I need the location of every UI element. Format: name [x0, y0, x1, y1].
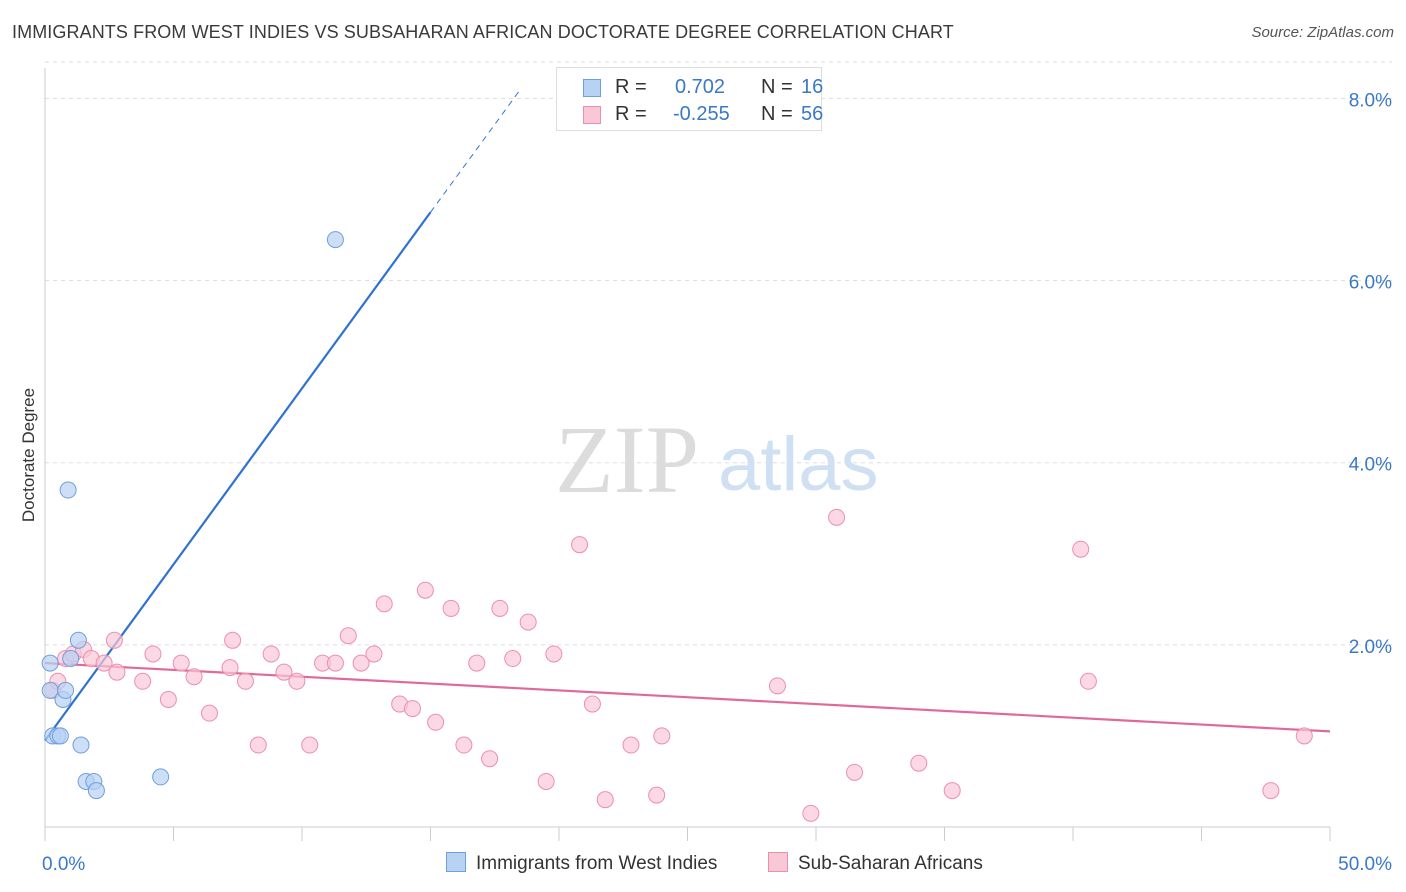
subsaharan-point: [648, 786, 666, 804]
subsaharan-point: [105, 631, 123, 649]
subsaharan-point: [583, 695, 601, 713]
subsaharan-point: [596, 791, 614, 809]
subsaharan-point: [236, 672, 254, 690]
y-tick-label: 4.0%: [1349, 455, 1392, 476]
subsaharan-point: [326, 654, 344, 672]
subsaharan-point: [221, 659, 239, 677]
legend-n-label: N =: [761, 103, 793, 125]
y-tick-label: 6.0%: [1349, 273, 1392, 294]
subsaharan-point: [828, 508, 846, 526]
subsaharan-point: [442, 599, 460, 617]
west-indies-point: [87, 782, 105, 800]
subsaharan-point: [1072, 540, 1090, 558]
subsaharan-point: [1079, 672, 1097, 690]
subsaharan-point: [134, 672, 152, 690]
bottom-legend-west-indies: Immigrants from West Indies: [446, 852, 717, 875]
y-axis-label: Doctorate Degree: [19, 388, 38, 522]
subsaharan-point: [768, 677, 786, 695]
subsaharan-point: [404, 700, 422, 718]
legend-n-value: 16: [801, 76, 824, 98]
subsaharan-point: [108, 663, 126, 681]
subsaharan-point: [653, 727, 671, 745]
legend-r-label: R =: [615, 76, 647, 98]
subsaharan-point: [352, 654, 370, 672]
subsaharan-point: [185, 668, 203, 686]
subsaharan-point: [200, 704, 218, 722]
y-tick-label: 8.0%: [1349, 90, 1392, 111]
subsaharan-point: [910, 754, 928, 772]
subsaharan-point: [846, 763, 864, 781]
legend-n-label: N =: [761, 76, 793, 98]
subsaharan-point: [622, 736, 640, 754]
subsaharan-point: [504, 650, 522, 668]
bottom-legend-subsaharan: Sub-Saharan Africans: [768, 852, 983, 875]
subsaharan-trend-line: [44, 661, 1331, 733]
subsaharan-point: [481, 750, 499, 768]
chart-title: IMMIGRANTS FROM WEST INDIES VS SUBSAHARA…: [12, 22, 954, 42]
subsaharan-point: [537, 772, 555, 790]
west-indies-point: [69, 631, 87, 649]
correlation-legend: R = 0.702 N = 16 R = -0.255 N = 56: [556, 67, 824, 131]
x-tick-label-min: 0.0%: [42, 854, 85, 875]
subsaharan-point: [416, 581, 434, 599]
subsaharan-point: [455, 736, 473, 754]
subsaharan-point: [365, 645, 383, 663]
subsaharan-point: [224, 631, 242, 649]
subsaharan-point: [545, 645, 563, 663]
bottom-legend-label-subsaharan: Sub-Saharan Africans: [798, 853, 983, 874]
legend-n-value: 56: [801, 103, 824, 125]
axis-layer: 2.0% 4.0% 6.0% 8.0%: [44, 68, 1392, 841]
bottom-legend-label-west-indies: Immigrants from West Indies: [476, 853, 718, 874]
subsaharan-point: [468, 654, 486, 672]
subsaharan-point: [375, 595, 393, 613]
west-indies-trend-extension: [430, 89, 521, 213]
subsaharan-point: [288, 672, 306, 690]
legend-r-label: R =: [615, 103, 647, 125]
subsaharan-point: [802, 804, 820, 822]
trend-layer: [44, 89, 1331, 742]
grid-layer: [45, 61, 1392, 646]
subsaharan-point: [262, 645, 280, 663]
subsaharan-point: [519, 613, 537, 631]
subsaharan-point: [301, 736, 319, 754]
subsaharan-point: [159, 691, 177, 708]
subsaharan-point: [943, 782, 961, 800]
legend-r-value: 0.702: [675, 76, 726, 98]
west-indies-point: [57, 681, 75, 699]
subsaharan-point: [571, 536, 589, 554]
bottom-legend-swatch-blue: [446, 852, 466, 872]
west-indies-point: [72, 736, 90, 754]
watermark: ZIP atlas: [555, 406, 879, 513]
west-indies-point: [152, 768, 170, 786]
west-indies-point: [326, 231, 344, 249]
subsaharan-point: [275, 663, 293, 681]
source-credit: Source: ZipAtlas.com: [1251, 24, 1394, 41]
subsaharan-point: [1262, 782, 1280, 800]
points-layer: [41, 231, 1313, 822]
y-tick-label: 2.0%: [1349, 637, 1392, 658]
subsaharan-point: [95, 654, 113, 672]
subsaharan-point: [1295, 727, 1313, 745]
legend-swatch-blue: [583, 79, 601, 97]
bottom-legend-swatch-pink: [768, 852, 788, 872]
subsaharan-point: [339, 627, 357, 645]
west-indies-point: [51, 727, 69, 745]
subsaharan-point: [172, 654, 190, 672]
subsaharan-point: [249, 736, 267, 754]
legend-r-value: -0.255: [673, 103, 730, 125]
west-indies-point: [41, 654, 59, 672]
watermark-zip: ZIP: [555, 406, 699, 513]
legend-swatch-pink: [583, 106, 601, 124]
west-indies-trend-line: [44, 211, 432, 742]
west-indies-point: [59, 481, 77, 499]
x-tick-label-max: 50.0%: [1338, 854, 1392, 875]
subsaharan-point: [144, 645, 162, 663]
subsaharan-point: [427, 713, 445, 731]
watermark-atlas: atlas: [718, 422, 879, 507]
west-indies-point: [62, 650, 80, 668]
subsaharan-point: [491, 599, 509, 617]
